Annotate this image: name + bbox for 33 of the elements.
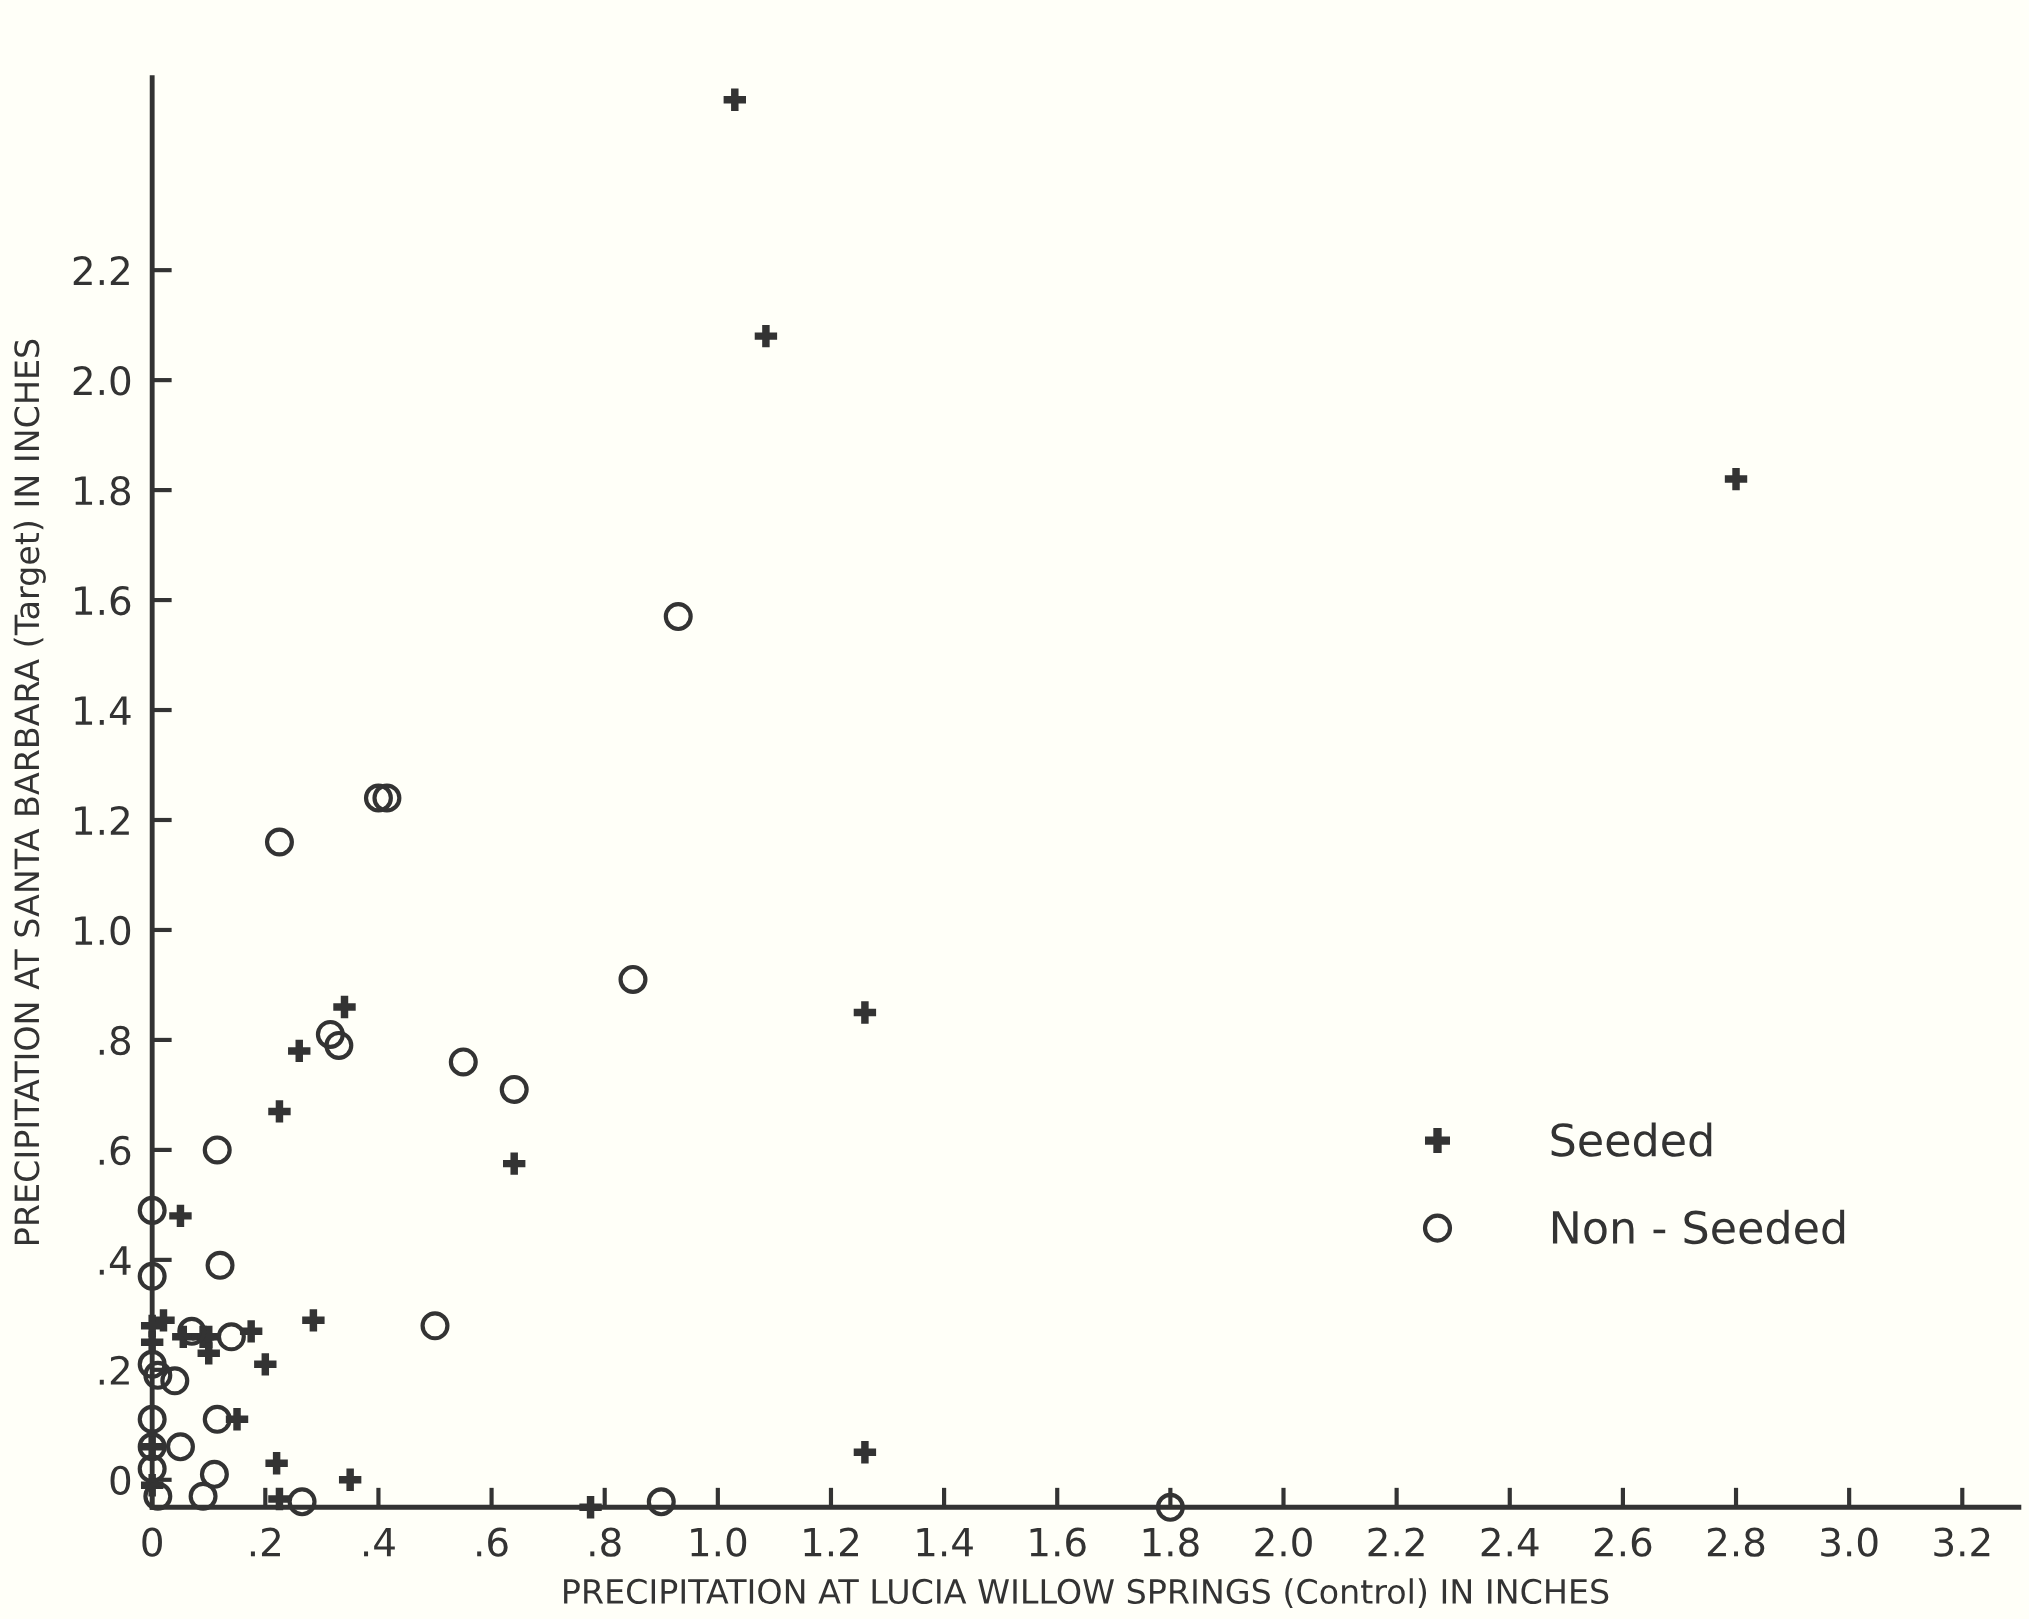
x-tick-label: 1.0 [691,1527,747,1557]
x-tick-label: 2.8 [1707,1527,1765,1557]
x-axis-title: PRECIPITATION AT LUCIA WILLOW SPRINGS (Control) IN INCHES [564,1578,1609,1608]
x-tick-label: 3.0 [1821,1527,1878,1557]
x-tick-label: .2 [250,1527,280,1557]
y-tick-label: .2 [99,1355,129,1385]
x-tick-label: 3.2 [1934,1527,1990,1557]
y-tick-label: 1.0 [75,915,131,946]
x-tick-label: 2.6 [1594,1527,1652,1557]
x-tick-label: .6 [477,1527,508,1557]
y-axis-title: PRECIPITATION AT SANTA BARBARA (Target) IN INCHES [13,339,46,1244]
y-tick-label: .6 [99,1135,131,1166]
x-tick-label: 1.4 [917,1527,973,1557]
x-tick-label: 0 [142,1527,162,1557]
y-tick-label: 0 [110,1465,131,1496]
x-tick-label: 2.2 [1368,1527,1424,1557]
legend-label: Non - Seeded [1552,1209,1845,1245]
x-tick-label: .8 [590,1527,621,1557]
x-tick-label: 1.2 [804,1527,858,1557]
y-tick-label: 1.2 [75,805,129,835]
y-tick-label: 1.4 [75,696,131,725]
y-tick-label: .8 [99,1025,131,1056]
x-tick-label: 1.8 [1143,1527,1199,1557]
legend-label: Seeded [1551,1122,1712,1157]
x-tick-label: 2.4 [1481,1527,1539,1557]
x-tick-label: .4 [364,1527,395,1557]
x-tick-label: 1.6 [1030,1527,1086,1557]
y-tick-label: 2.2 [73,256,129,285]
y-tick-label: 2.0 [73,366,131,396]
y-tick-label: 1.8 [75,476,131,506]
y-tick-label: 1.6 [75,585,131,616]
y-tick-label: .4 [99,1246,131,1275]
x-tick-label: 2.0 [1255,1527,1312,1557]
